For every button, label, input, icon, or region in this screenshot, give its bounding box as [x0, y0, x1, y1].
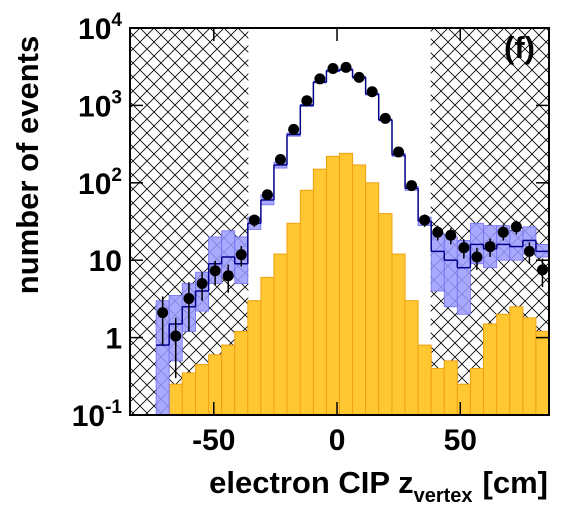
x-tick-label: 0 — [329, 424, 346, 457]
data-point — [301, 95, 313, 107]
data-point — [288, 123, 300, 135]
background-bar — [456, 383, 471, 415]
data-point — [432, 226, 444, 238]
background-bar — [339, 152, 354, 415]
annotation: (f) — [504, 30, 535, 65]
plot-area — [130, 28, 549, 415]
data-point — [327, 62, 339, 74]
y-tick-base: 10 — [72, 400, 105, 433]
data-point — [340, 61, 352, 73]
background-bar — [391, 253, 406, 415]
background-bar — [365, 182, 380, 415]
mc-band — [509, 230, 524, 261]
y-tick-exponent: 2 — [111, 165, 122, 186]
mc-band — [443, 236, 458, 308]
data-point — [170, 330, 182, 342]
background-bar — [469, 367, 484, 415]
y-tick-exponent: 3 — [111, 87, 122, 108]
background-bar — [312, 168, 327, 415]
data-point — [196, 277, 208, 289]
data-point — [314, 73, 326, 85]
background-bar — [535, 330, 549, 415]
data-point — [261, 189, 273, 201]
data-point — [445, 229, 457, 241]
background-bar — [378, 213, 393, 415]
x-tick-label: 50 — [444, 424, 477, 457]
y-tick-label: 104 — [78, 10, 122, 46]
y-tick-base: 10 — [78, 90, 111, 123]
data-point — [484, 241, 496, 253]
background-bar — [417, 344, 432, 415]
data-point — [353, 71, 365, 83]
data-point — [209, 265, 221, 277]
data-point — [406, 180, 418, 192]
background-bar — [509, 306, 524, 415]
data-point — [458, 242, 470, 254]
background-bar — [181, 372, 197, 415]
y-tick-exponent: -1 — [105, 397, 122, 418]
y-tick-base: 10 — [78, 168, 111, 201]
data-point — [248, 214, 260, 226]
background-bar — [273, 253, 288, 415]
background-bar — [221, 344, 236, 415]
data-point — [536, 264, 548, 276]
y-tick-label: 1 — [105, 323, 122, 356]
x-tick-label: -50 — [192, 424, 235, 457]
y-tick-label: 10 — [89, 245, 122, 278]
x-label-subscript: vertex — [414, 485, 473, 507]
x-axis-label: electron CIP zvertex [cm] — [209, 465, 548, 507]
y-tick-label: 10-1 — [72, 397, 123, 433]
background-bar — [260, 276, 275, 415]
data-point — [393, 146, 405, 158]
background-bar — [496, 313, 511, 415]
data-point — [366, 86, 378, 98]
y-tick-base: 10 — [78, 13, 111, 46]
background-bar — [482, 323, 498, 415]
plot-frame — [129, 27, 550, 416]
y-axis-label: number of events — [10, 36, 45, 294]
data-point — [379, 112, 391, 124]
x-label-main: electron CIP z — [209, 465, 413, 500]
background-bar — [522, 317, 537, 415]
background-bar — [443, 360, 458, 415]
data-point — [274, 154, 286, 166]
background-bar — [286, 222, 301, 415]
y-tick-label: 103 — [78, 87, 122, 123]
data-point — [235, 249, 247, 261]
background-bar — [168, 383, 183, 415]
background-bar — [430, 367, 445, 415]
background-bar — [195, 363, 210, 415]
data-point — [183, 293, 195, 305]
background-bar — [247, 300, 262, 415]
data-point — [419, 214, 431, 226]
data-point — [471, 251, 483, 263]
y-tick-exponent: 4 — [111, 10, 122, 31]
data-point — [523, 245, 535, 257]
background-bar — [234, 330, 249, 415]
background-bar — [325, 155, 341, 415]
background-bar — [299, 189, 314, 415]
x-label-unit: [cm] — [483, 465, 548, 500]
background-bar — [404, 300, 419, 415]
mc-band — [430, 233, 445, 292]
data-point — [222, 270, 234, 282]
background-bar — [208, 354, 223, 415]
y-tick-label: 102 — [78, 165, 122, 201]
data-point — [510, 221, 522, 233]
data-point — [157, 307, 169, 319]
background-bar — [352, 164, 367, 415]
data-point — [497, 226, 509, 238]
